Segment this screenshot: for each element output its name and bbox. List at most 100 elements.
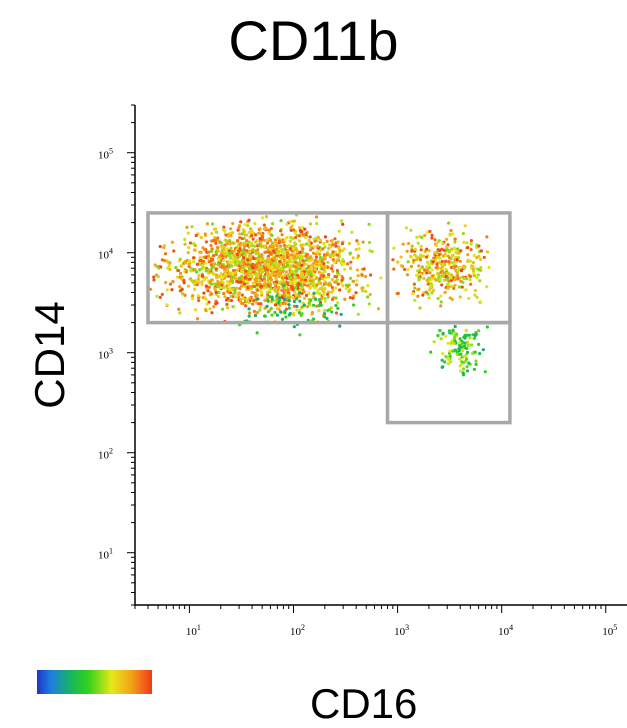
event-point	[225, 280, 229, 284]
event-point	[467, 333, 471, 337]
event-point	[253, 244, 257, 248]
event-point	[179, 277, 184, 281]
event-point	[200, 280, 204, 284]
event-point	[177, 307, 181, 311]
event-point	[232, 249, 236, 253]
event-point	[272, 287, 276, 292]
event-point	[259, 284, 264, 288]
event-point	[465, 241, 469, 245]
event-point	[321, 276, 325, 281]
event-point	[214, 237, 219, 241]
event-point	[330, 240, 335, 244]
event-point	[310, 257, 315, 262]
event-point	[253, 263, 257, 268]
event-point	[443, 254, 448, 258]
event-point	[478, 257, 483, 262]
event-point	[241, 297, 245, 301]
event-point	[300, 291, 304, 295]
event-point	[263, 227, 267, 231]
event-point	[453, 348, 458, 352]
event-point	[292, 311, 296, 316]
event-point	[346, 262, 350, 266]
event-point	[220, 307, 225, 311]
event-point	[244, 280, 248, 284]
event-point	[262, 223, 266, 227]
event-point	[258, 305, 262, 309]
event-point	[467, 361, 471, 365]
event-point	[219, 241, 223, 245]
event-point	[308, 286, 312, 290]
event-point	[183, 293, 187, 297]
event-point	[209, 257, 213, 261]
event-point	[210, 311, 214, 315]
event-point	[449, 257, 453, 261]
event-point	[351, 296, 355, 300]
event-point	[340, 278, 344, 282]
event-point	[244, 304, 248, 308]
event-point	[466, 245, 470, 250]
event-point	[187, 259, 192, 263]
event-point	[271, 249, 276, 253]
chart-title: CD11b	[228, 9, 399, 72]
event-point	[448, 233, 452, 237]
event-point	[297, 291, 302, 295]
event-point	[287, 313, 291, 317]
event-point	[301, 250, 305, 254]
event-point	[280, 233, 284, 237]
event-point	[280, 276, 284, 280]
event-point	[226, 297, 230, 301]
event-point	[241, 242, 245, 246]
event-point	[210, 249, 214, 253]
event-point	[168, 282, 173, 286]
event-point	[237, 291, 241, 295]
event-point	[477, 267, 481, 272]
event-point	[171, 280, 175, 284]
event-point	[255, 310, 260, 315]
event-point	[453, 237, 457, 241]
event-point	[210, 266, 214, 270]
event-point	[361, 286, 365, 290]
event-point	[254, 300, 258, 304]
event-point	[298, 308, 302, 312]
event-point	[459, 265, 463, 269]
event-point	[301, 247, 305, 251]
event-point	[428, 288, 432, 292]
event-point	[406, 267, 410, 271]
event-point	[227, 283, 231, 287]
event-point	[238, 242, 242, 246]
event-point	[270, 298, 274, 302]
event-point	[290, 253, 294, 257]
event-point	[282, 251, 286, 255]
event-point	[452, 261, 456, 265]
event-point	[200, 274, 205, 278]
y-tick-label: 102	[98, 447, 113, 462]
event-point	[348, 296, 352, 300]
event-point	[334, 311, 339, 315]
event-point	[281, 265, 286, 270]
event-point	[308, 303, 312, 307]
event-point	[337, 229, 341, 233]
event-point	[246, 223, 250, 228]
event-point	[195, 317, 200, 321]
event-point	[416, 269, 420, 273]
event-point	[273, 242, 277, 246]
event-point	[197, 250, 202, 254]
event-point	[205, 302, 209, 306]
event-point	[446, 357, 451, 361]
event-point	[299, 278, 303, 282]
event-point	[298, 283, 303, 287]
event-point	[163, 252, 168, 256]
event-point	[379, 276, 383, 280]
event-point	[367, 302, 371, 306]
event-point	[485, 325, 489, 329]
event-point	[454, 250, 458, 254]
event-point	[199, 235, 203, 240]
event-point	[234, 286, 239, 290]
event-point	[331, 250, 335, 254]
event-point	[317, 292, 322, 296]
event-point	[427, 296, 431, 300]
event-point	[319, 248, 323, 252]
event-point	[323, 299, 327, 303]
event-point	[458, 369, 463, 373]
event-point	[266, 274, 270, 278]
